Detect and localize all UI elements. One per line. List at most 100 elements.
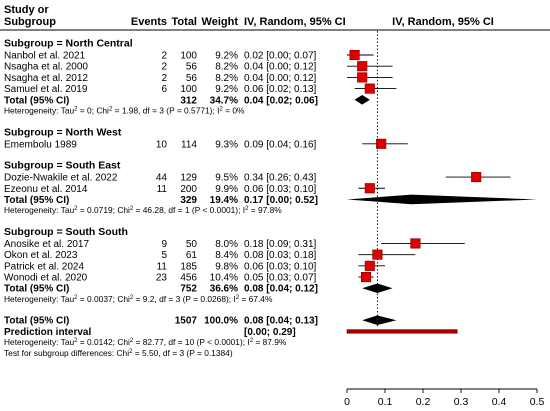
- study-total: 56: [186, 73, 198, 84]
- study-events: 2: [161, 51, 167, 62]
- study-label: Dozie-Nwakile et al. 2022: [4, 173, 118, 184]
- study-weight: 8.2%: [215, 62, 238, 73]
- prediction-bar: [346, 329, 458, 334]
- study-total: 456: [180, 273, 197, 284]
- study-weight: 9.9%: [215, 184, 238, 195]
- study-ci: 0.18 [0.09; 0.31]: [244, 239, 317, 250]
- header-plot: IV, Random, 95% CI: [392, 16, 494, 28]
- heterogeneity-text: Heterogeneity: Tau2 = 0.0142; Chi2 = 82.…: [4, 337, 287, 347]
- study-label: Patrick et al. 2024: [4, 261, 84, 272]
- study-events: 5: [161, 250, 167, 261]
- header: Study or Subgroup Events Total Weight IV…: [4, 4, 494, 28]
- total-ci: 0.17 [0.00; 0.52]: [244, 195, 318, 206]
- summary-diamond: [347, 194, 537, 205]
- study-weight: 8.2%: [215, 73, 238, 84]
- study-total: 185: [180, 261, 197, 272]
- study-ci: 0.06 [0.03; 0.10]: [244, 184, 317, 195]
- study-ci: 0.06 [0.02; 0.13]: [244, 84, 317, 95]
- subgroup-label: Subgroup = North Central: [4, 38, 133, 50]
- study-marker: [349, 49, 360, 61]
- summary-diamond: [354, 95, 370, 105]
- study-total: 100: [180, 51, 197, 62]
- x-tick-label: 0: [344, 396, 350, 408]
- study-ci: 0.09 [0.04; 0.16]: [244, 139, 317, 150]
- total-n: 752: [180, 284, 197, 295]
- x-tick-label: 0.5: [530, 396, 545, 408]
- study-ci: 0.04 [0.00; 0.12]: [244, 62, 317, 73]
- header-total: Total: [172, 16, 197, 28]
- total-weight: 36.6%: [210, 284, 238, 295]
- study-events: 2: [161, 73, 167, 84]
- study-marker: [364, 260, 375, 271]
- study-weight: 10.4%: [210, 273, 238, 284]
- total-n: 329: [180, 195, 197, 206]
- study-weight: 8.0%: [215, 239, 238, 250]
- heterogeneity-text: Heterogeneity: Tau2 = 0.0719; Chi2 = 46.…: [4, 205, 282, 215]
- x-tick-label: 0.3: [454, 396, 469, 408]
- study-events: 9: [161, 239, 167, 250]
- study-total: 129: [180, 173, 197, 184]
- study-weight: 9.3%: [215, 139, 238, 150]
- study-events: 11: [157, 261, 168, 272]
- total-weight: 19.4%: [210, 195, 238, 206]
- x-tick-label: 0.1: [378, 396, 393, 408]
- study-weight: 9.5%: [215, 173, 238, 184]
- total-weight: 34.7%: [210, 95, 238, 106]
- study-label: Nsagha et al. 2000: [4, 62, 88, 73]
- subgroup-label: Subgroup = North West: [4, 126, 122, 138]
- heterogeneity-text: Heterogeneity: Tau2 = 0; Chi2 = 1.98, df…: [4, 106, 245, 116]
- study-marker: [360, 271, 372, 283]
- study-label: Nanbol et al. 2021: [4, 51, 86, 62]
- study-marker: [364, 183, 375, 194]
- x-axis: 0 0.1 0.2 0.3 0.4 0.5: [344, 388, 545, 408]
- study-weight: 9.2%: [215, 84, 238, 95]
- study-marker: [357, 61, 368, 72]
- study-events: 6: [161, 84, 167, 95]
- study-marker: [471, 172, 482, 183]
- prediction-label: Prediction interval: [4, 327, 91, 338]
- study-total: 61: [186, 250, 198, 261]
- total-n: 1507: [175, 316, 198, 327]
- study-total: 56: [186, 62, 198, 73]
- header-events: Events: [131, 16, 167, 28]
- header-study-line1: Study or: [4, 4, 49, 16]
- header-weight: Weight: [202, 16, 239, 28]
- x-tick-label: 0.2: [416, 396, 431, 408]
- study-label: Wonodi et al. 2020: [4, 273, 88, 284]
- total-weight: 100.0%: [204, 316, 238, 327]
- study-label: Nsagha et al. 2012: [4, 73, 88, 84]
- study-label: Emembolu 1989: [4, 139, 77, 150]
- summary-diamond: [362, 283, 393, 294]
- study-weight: 9.2%: [215, 51, 238, 62]
- subgroup-test-text: Test for subgroup differences: Chi2 = 5.…: [4, 348, 233, 358]
- study-label: Ezeonu et al. 2014: [4, 184, 88, 195]
- subgroup-label: Subgroup = South East: [4, 160, 121, 172]
- study-ci: 0.02 [0.00; 0.07]: [244, 51, 317, 62]
- study-label: Samuel et al. 2019: [4, 84, 88, 95]
- total-ci: 0.04 [0.02; 0.06]: [244, 95, 318, 106]
- study-ci: 0.08 [0.03; 0.18]: [244, 250, 317, 261]
- header-ci: IV, Random, 95% CI: [244, 16, 346, 28]
- study-events: 11: [157, 184, 168, 195]
- header-study-line2: Subgroup: [4, 16, 56, 28]
- prediction-ci: [0.00; 0.29]: [244, 327, 296, 338]
- study-total: 200: [180, 184, 197, 195]
- study-total: 50: [186, 239, 198, 250]
- study-ci: 0.34 [0.26; 0.43]: [244, 173, 317, 184]
- study-marker: [376, 138, 387, 149]
- subgroup-label: Subgroup = South South: [4, 226, 128, 238]
- study-marker: [410, 238, 421, 249]
- study-weight: 9.8%: [215, 261, 238, 272]
- x-tick-label: 0.4: [492, 396, 507, 408]
- total-ci: 0.08 [0.04; 0.13]: [244, 316, 318, 327]
- study-events: 23: [156, 273, 168, 284]
- heterogeneity-text: Heterogeneity: Tau2 = 0.0037; Chi2 = 9.2…: [4, 294, 273, 304]
- study-total: 114: [181, 139, 197, 150]
- total-label: Total (95% CI): [4, 316, 69, 327]
- total-label: Total (95% CI): [4, 284, 69, 295]
- total-n: 312: [180, 95, 197, 106]
- study-ci: 0.06 [0.03; 0.10]: [244, 261, 317, 272]
- study-events: 10: [156, 139, 168, 150]
- study-label: Okon et al. 2023: [4, 250, 78, 261]
